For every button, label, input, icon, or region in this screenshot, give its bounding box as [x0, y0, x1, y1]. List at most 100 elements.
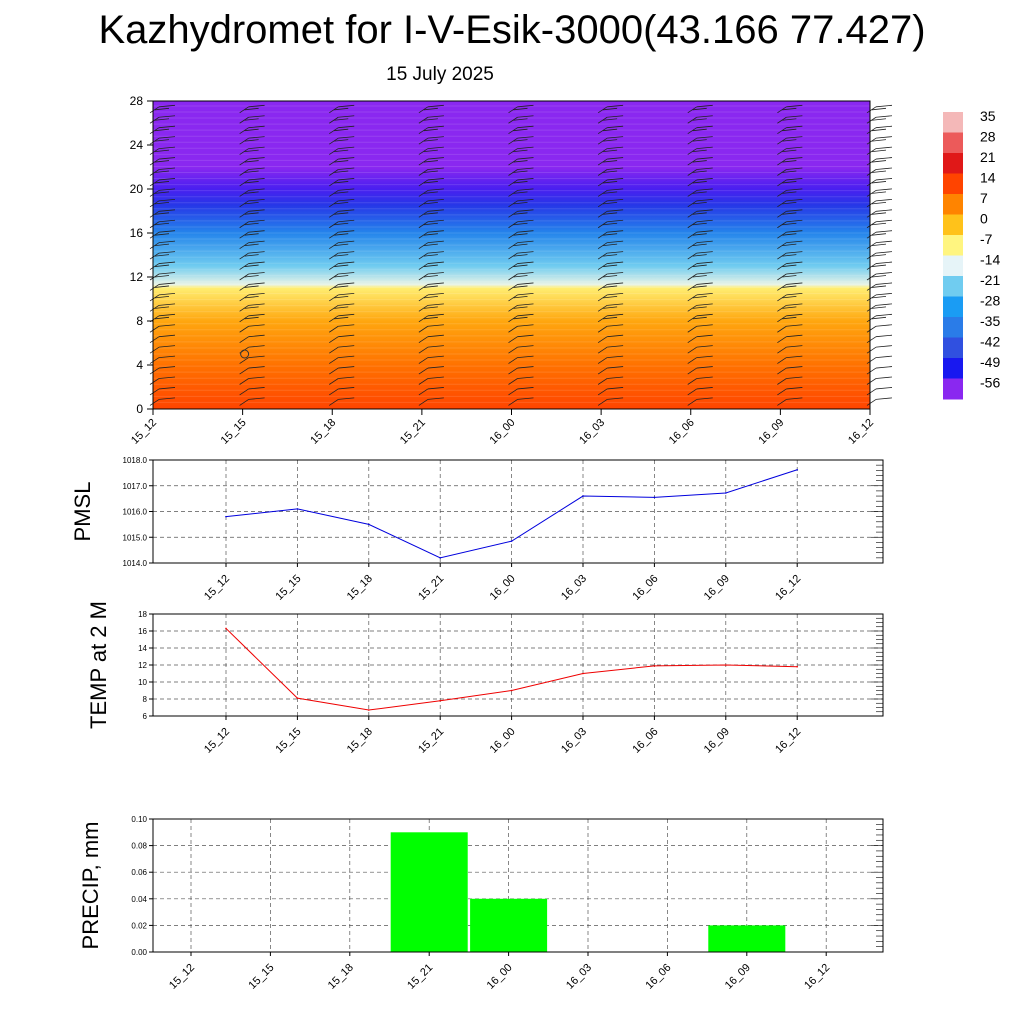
wind-barb-flag: [607, 188, 624, 191]
wind-barb-flag: [244, 160, 259, 163]
wind-barb-flag: [782, 275, 797, 278]
wind-barb-shaft: [508, 169, 518, 176]
wind-barb-flag: [427, 293, 444, 296]
wind-barb-flag: [607, 293, 624, 296]
wind-barb-flag: [692, 254, 707, 257]
wind-barb-flag: [786, 282, 803, 285]
wind-barb-shaft: [329, 284, 339, 291]
wind-barb-column: [329, 104, 355, 406]
wind-barb-flag: [875, 219, 893, 223]
wind-barb-flag: [334, 316, 349, 320]
wind-barb-shaft: [866, 273, 877, 281]
wind-barb-shaft: [418, 378, 429, 385]
wind-barb-flag: [782, 306, 797, 309]
wind-barb-flag: [248, 293, 265, 296]
wind-barb-shaft: [777, 263, 787, 270]
wind-barb-flag: [513, 285, 528, 288]
wind-barb-flag: [875, 178, 893, 181]
wind-barb-flag: [338, 178, 355, 181]
wind-barb-flag: [158, 282, 176, 285]
ytick-label: 0.02: [131, 921, 147, 930]
colorbar-label: 21: [980, 149, 996, 165]
wind-barb-flag: [786, 198, 803, 202]
wind-barb-flag: [248, 198, 265, 202]
wind-barb-flag: [423, 201, 438, 205]
wind-barb-flag: [248, 240, 265, 244]
wind-barb-shaft: [329, 378, 339, 385]
wind-barb-flag: [244, 170, 259, 173]
wind-barb-shaft: [418, 158, 429, 166]
axis-label: PMSL: [70, 482, 95, 542]
wind-barb-flag: [154, 118, 170, 121]
bar: [470, 898, 548, 952]
wind-barb-flag: [248, 387, 265, 390]
wind-barb-flag: [427, 104, 444, 108]
colorbar-swatch: [943, 296, 963, 318]
wind-barb-shaft: [597, 357, 608, 364]
wind-barb-flag: [423, 149, 438, 152]
wind-barb-flag: [248, 376, 265, 379]
heatmap-xtick-label: 16_06: [667, 417, 697, 447]
wind-barb-shaft: [687, 158, 697, 166]
data-point: [296, 508, 299, 510]
wind-barb-flag: [517, 104, 534, 108]
wind-barb-flag: [871, 212, 887, 215]
wind-barb-shaft: [866, 378, 877, 385]
wind-barb-flag: [338, 219, 355, 223]
wind-barb-flag: [871, 316, 887, 320]
wind-barb-shaft: [508, 294, 518, 302]
heatmap-xtick-label: 16_09: [756, 417, 786, 447]
wind-barb-flag: [158, 219, 176, 223]
wind-barb-flag: [607, 303, 624, 306]
wind-barb-flag: [607, 115, 624, 118]
wind-barb-flag: [334, 222, 349, 226]
wind-barb-shaft: [149, 346, 160, 354]
wind-barb-flag: [158, 178, 176, 181]
panel-frame: [152, 818, 884, 953]
ytick-label: 16: [138, 627, 147, 636]
wind-barb-flag: [875, 387, 893, 390]
wind-barb-flag: [338, 125, 355, 129]
wind-barb-flag: [244, 139, 259, 142]
wind-barb-flag: [786, 345, 803, 348]
wind-barb-flag: [603, 243, 618, 247]
wind-barb-flag: [692, 170, 707, 173]
wind-barb-shaft: [508, 127, 518, 135]
wind-barb-shaft: [149, 106, 160, 114]
wind-barb-shaft: [777, 210, 787, 218]
heatmap-ytick-label: 4: [136, 358, 143, 372]
colorbar-label: -28: [980, 293, 1000, 309]
wind-barb-flag: [871, 107, 887, 111]
wind-barb-flag: [871, 275, 887, 278]
wind-barb-flag: [875, 104, 893, 108]
wind-barb-flag: [607, 136, 624, 139]
heatmap-xtick-label: 15_18: [308, 417, 338, 447]
wind-barb-flag: [692, 296, 707, 299]
wind-barb-shaft: [597, 263, 608, 270]
wind-barb-flag: [875, 303, 893, 306]
wind-barb-flag: [607, 282, 624, 285]
wind-barb-flag: [338, 303, 355, 306]
wind-barb-shaft: [866, 399, 877, 406]
wind-barb-flag: [338, 198, 355, 202]
wind-barb-flag: [517, 313, 534, 317]
wind-barb-flag: [248, 397, 265, 400]
wind-barb-shaft: [777, 294, 787, 302]
wind-barb-flag: [517, 397, 534, 400]
wind-barb-shaft: [777, 148, 787, 155]
wind-barb-shaft: [329, 221, 339, 229]
colorbar-label: -7: [980, 231, 993, 247]
wind-barb-flag: [871, 243, 887, 247]
wind-barb-flag: [517, 272, 534, 275]
wind-barb-flag: [154, 264, 170, 267]
colorbar-label: 28: [980, 129, 996, 145]
wind-barb-flag: [786, 366, 803, 369]
wind-barb-flag: [786, 157, 803, 160]
wind-barb-flag: [607, 272, 624, 275]
wind-barb-flag: [334, 275, 349, 278]
ytick-label: 0.04: [131, 895, 147, 904]
wind-barb-flag: [786, 219, 803, 223]
wind-barb-shaft: [777, 284, 787, 291]
wind-barb-flag: [244, 254, 259, 257]
wind-barb-shaft: [418, 127, 429, 135]
